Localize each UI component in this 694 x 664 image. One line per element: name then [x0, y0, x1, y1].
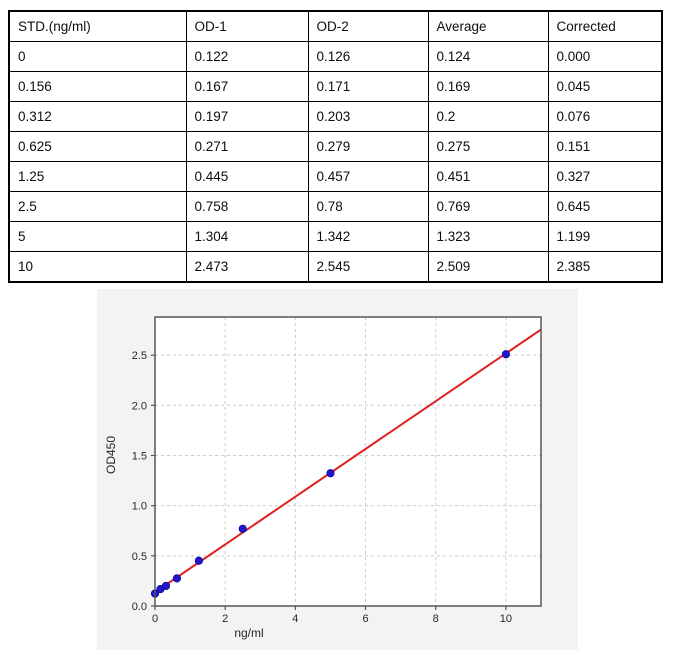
table-row: 10 2.473 2.545 2.509 2.385	[8, 251, 663, 283]
table-row: 0 0.122 0.126 0.124 0.000	[8, 41, 663, 72]
axis-frame	[154, 316, 542, 607]
table-cell: 0.000	[547, 41, 663, 72]
table-cell: 0.327	[547, 161, 663, 192]
table-cell: 0.78	[307, 191, 429, 222]
table-cell: 0.203	[307, 101, 429, 132]
column-header: STD.(ng/ml)	[8, 10, 187, 42]
table-cell: 0.169	[427, 71, 549, 102]
x-tick-label: 6	[362, 613, 368, 625]
y-tick-label: 0.0	[132, 601, 147, 613]
table-cell: 0.758	[185, 191, 309, 222]
table-cell: 2.5	[8, 191, 187, 222]
y-tick-label: 1.5	[132, 450, 147, 462]
column-header: Corrected	[547, 10, 663, 42]
table-cell: 0.167	[185, 71, 309, 102]
table-row: STD.(ng/ml) OD-1 OD-2 Average Corrected	[8, 10, 663, 42]
y-tick-label: 2.5	[132, 350, 147, 362]
table-row: 2.5 0.758 0.78 0.769 0.645	[8, 191, 663, 222]
table-cell: 2.385	[547, 251, 663, 283]
data-point	[238, 524, 247, 533]
x-tick-label: 4	[292, 613, 298, 625]
data-point	[194, 556, 203, 565]
y-tick-label: 0.5	[132, 551, 147, 563]
table-cell: 0.279	[307, 131, 429, 162]
data-point	[501, 350, 511, 359]
table-cell: 0.625	[8, 131, 187, 162]
table-row: 5 1.304 1.342 1.323 1.199	[8, 221, 663, 252]
x-tick-label: 0	[152, 613, 158, 625]
table-cell: 2.509	[427, 251, 549, 283]
standard-curve-figure: 0 2 4 6 8 10 0.0 0.5 1.0 1.5 2.0 2.5	[97, 289, 578, 650]
standard-curve-table: STD.(ng/ml) OD-1 OD-2 Average Corrected 0 0.1…	[8, 10, 663, 283]
data-point	[326, 469, 335, 478]
table-cell: 0.645	[547, 191, 663, 222]
table-header-row: STD.(ng/ml) OD-1 OD-2 Average Corrected	[8, 10, 663, 42]
table-cell: 0.271	[185, 131, 309, 162]
column-header: Average	[427, 10, 549, 42]
data-point	[172, 574, 182, 583]
table-row: 0.312 0.197 0.203 0.2 0.076	[8, 101, 663, 132]
table-cell: 0.126	[307, 41, 429, 72]
table-cell: 1.342	[307, 221, 429, 252]
table-row: 0.625 0.271 0.279 0.275 0.151	[8, 131, 663, 162]
table-cell: 5	[8, 221, 187, 252]
table-cell: 0.197	[185, 101, 309, 132]
y-axis-label: OD450	[104, 435, 118, 475]
x-tick-label: 8	[433, 613, 439, 625]
table-cell: 0.457	[307, 161, 429, 192]
table-cell: 0.156	[8, 71, 187, 102]
table-cell: 0.451	[427, 161, 549, 192]
table-cell: 0.2	[427, 101, 549, 132]
data-point	[161, 581, 171, 591]
table-row: 1.25 0.445 0.457 0.451 0.327	[8, 161, 663, 192]
table-cell: 0.275	[427, 131, 549, 162]
x-axis-label: ng/ml	[234, 626, 264, 640]
y-tick-label: 1.0	[132, 501, 147, 513]
table-cell: 1.304	[185, 221, 309, 252]
standard-curve-plot: 0 2 4 6 8 10 0.0 0.5 1.0 1.5 2.0 2.5	[132, 316, 542, 625]
table-cell: 1.199	[547, 221, 663, 252]
table-cell: 1.25	[8, 161, 187, 192]
table-cell: 0.122	[185, 41, 309, 72]
table-cell: 0.312	[8, 101, 187, 132]
column-header: OD-2	[307, 10, 429, 42]
table-row: 0.156 0.167 0.171 0.169 0.045	[8, 71, 663, 102]
table-cell: 0.445	[185, 161, 309, 192]
table-cell: 0.171	[307, 71, 429, 102]
table-cell: 0.124	[427, 41, 549, 72]
table-cell: 10	[8, 251, 187, 283]
column-header: OD-1	[185, 10, 309, 42]
table-body: 0 0.122 0.126 0.124 0.000 0.156 0.167 0.171 0.16…	[8, 41, 663, 283]
table-cell: 0.151	[547, 131, 663, 162]
table-cell: 0.076	[547, 101, 663, 132]
table-cell: 2.545	[307, 251, 429, 283]
fit-line	[154, 328, 542, 594]
y-tick-label: 2.0	[132, 400, 147, 412]
x-tick-label: 10	[500, 613, 512, 625]
table-cell: 2.473	[185, 251, 309, 283]
table-cell: 1.323	[427, 221, 549, 252]
x-tick-label: 2	[222, 613, 228, 625]
table-cell: 0	[8, 41, 187, 72]
table-cell: 0.045	[547, 71, 663, 102]
table-cell: 0.769	[427, 191, 549, 222]
